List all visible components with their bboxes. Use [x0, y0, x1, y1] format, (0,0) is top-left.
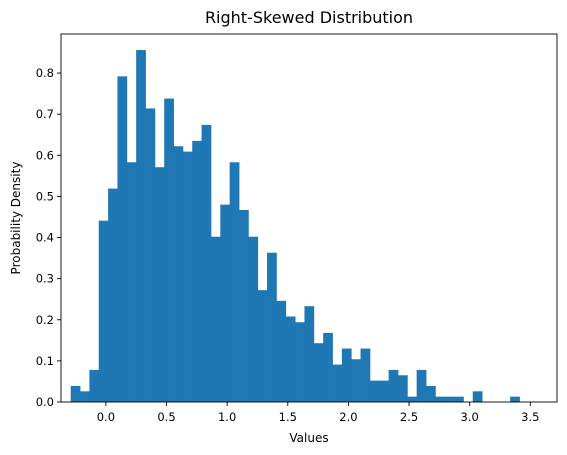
- histogram-bar: [154, 167, 165, 402]
- histogram-bar: [295, 322, 305, 402]
- x-tick-label: 1.5: [279, 410, 297, 424]
- x-tick-label: 2.5: [400, 410, 418, 424]
- histogram-bar: [89, 369, 100, 402]
- histogram-bar: [276, 300, 287, 402]
- histogram-bar: [426, 385, 436, 402]
- histogram-bar: [164, 98, 174, 402]
- histogram-bar: [313, 343, 324, 402]
- histogram-bar: [98, 220, 109, 402]
- y-tick-label: 0.5: [36, 189, 54, 203]
- histogram-bar: [80, 391, 90, 402]
- histogram-bar: [192, 140, 203, 402]
- histogram-bar: [360, 348, 371, 402]
- histogram-bar: [323, 332, 333, 402]
- chart-title: Right-Skewed Distribution: [205, 8, 413, 27]
- histogram-bar: [239, 209, 249, 402]
- histogram-bar: [407, 396, 418, 402]
- y-tick-label: 0.2: [36, 313, 54, 327]
- histogram-bar: [285, 316, 296, 402]
- y-tick-label: 0.6: [36, 148, 54, 162]
- histogram-bar: [444, 396, 455, 402]
- plot-frame: [60, 33, 558, 403]
- histogram-bar: [248, 236, 259, 402]
- histogram-bar: [369, 380, 380, 402]
- x-tick-label: 0.0: [97, 410, 115, 424]
- x-axis-ticks: 0.0 0.5 1.0 1.5 2.0 2.5 3.0 3.5: [97, 402, 539, 424]
- histogram-bar: [332, 364, 343, 402]
- histogram-bar: [257, 290, 268, 402]
- x-tick-label: 1.0: [218, 410, 236, 424]
- x-tick-label: 0.5: [157, 410, 175, 424]
- histogram-bar: [229, 162, 240, 402]
- y-tick-label: 0.0: [36, 395, 54, 409]
- histogram-bar: [454, 396, 464, 402]
- histogram-bar: [379, 380, 390, 402]
- x-tick-label: 2.0: [339, 410, 357, 424]
- y-tick-label: 0.7: [36, 107, 54, 121]
- histogram-bar: [117, 76, 128, 403]
- histogram-bar: [201, 124, 212, 403]
- histogram-bar: [416, 369, 427, 402]
- histogram-bar: [510, 396, 520, 402]
- bars-group: [70, 50, 520, 403]
- y-tick-label: 0.1: [36, 354, 54, 368]
- histogram-bar: [182, 151, 193, 402]
- histogram-bar: [472, 391, 483, 402]
- histogram-bar: [351, 359, 361, 402]
- y-axis-label: Probability Density: [9, 162, 23, 275]
- histogram-bar: [126, 162, 137, 402]
- histogram-bar: [210, 236, 221, 402]
- histogram-bar: [267, 252, 277, 402]
- histogram-bar: [145, 108, 156, 402]
- histogram-bar: [304, 306, 315, 402]
- histogram-bar: [341, 348, 352, 402]
- x-axis-label: Values: [289, 431, 328, 445]
- histogram-bar: [397, 375, 408, 402]
- y-axis-ticks: 0.0 0.1 0.2 0.3 0.4 0.5 0.6 0.7 0.8: [36, 66, 61, 409]
- histogram-bar: [70, 385, 81, 402]
- y-tick-label: 0.8: [36, 66, 54, 80]
- y-tick-label: 0.4: [36, 231, 54, 245]
- y-tick-label: 0.3: [36, 272, 54, 286]
- histogram-bar: [136, 50, 146, 402]
- histogram-bar: [435, 396, 446, 402]
- x-tick-label: 3.5: [521, 410, 539, 424]
- histogram-bar: [388, 369, 399, 402]
- histogram-bar: [173, 146, 184, 402]
- x-tick-label: 3.0: [461, 410, 479, 424]
- histogram-bar: [220, 204, 231, 402]
- histogram-bar: [108, 188, 118, 402]
